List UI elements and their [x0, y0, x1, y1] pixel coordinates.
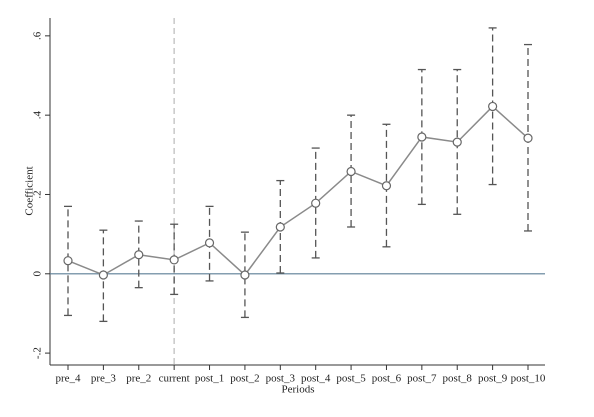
point [417, 132, 427, 142]
x-tick-label: post_3 [266, 373, 296, 385]
point [452, 137, 462, 147]
x-tick-label: post_5 [336, 373, 366, 385]
x-tick-label: pre_2 [126, 373, 151, 385]
point [381, 181, 392, 191]
x-tick-label: current [159, 373, 190, 385]
point [169, 255, 179, 265]
y-tick-label: .4 [32, 111, 44, 120]
x-tick-label: post_10 [511, 373, 546, 385]
y-tick-label: -.2 [32, 347, 44, 359]
point [240, 270, 250, 280]
point [204, 238, 215, 248]
x-tick-label: post_8 [443, 373, 473, 385]
y-tick-label: .2 [32, 190, 44, 198]
point [346, 166, 356, 177]
y-axis-title: Coefficient [24, 166, 36, 215]
x-tick-label: post_4 [301, 373, 331, 385]
point [311, 198, 321, 208]
y-tick-label: 0 [32, 271, 44, 277]
point [523, 133, 533, 143]
x-tick-label: post_7 [407, 373, 437, 385]
point [98, 270, 108, 280]
x-tick-label: post_6 [372, 373, 402, 385]
point [275, 222, 285, 232]
x-tick-label: pre_3 [91, 373, 117, 385]
point [488, 101, 498, 112]
y-tick-label: .6 [32, 31, 44, 40]
point [63, 256, 73, 266]
x-tick-label: post_9 [478, 373, 508, 385]
coefficient-line [67, 105, 529, 277]
x-tick-label: post_2 [230, 373, 259, 385]
x-tick-label: pre_4 [55, 373, 81, 385]
x-tick-label: post_1 [195, 373, 224, 385]
point [134, 250, 144, 260]
x-axis-title: Periods [282, 384, 315, 396]
